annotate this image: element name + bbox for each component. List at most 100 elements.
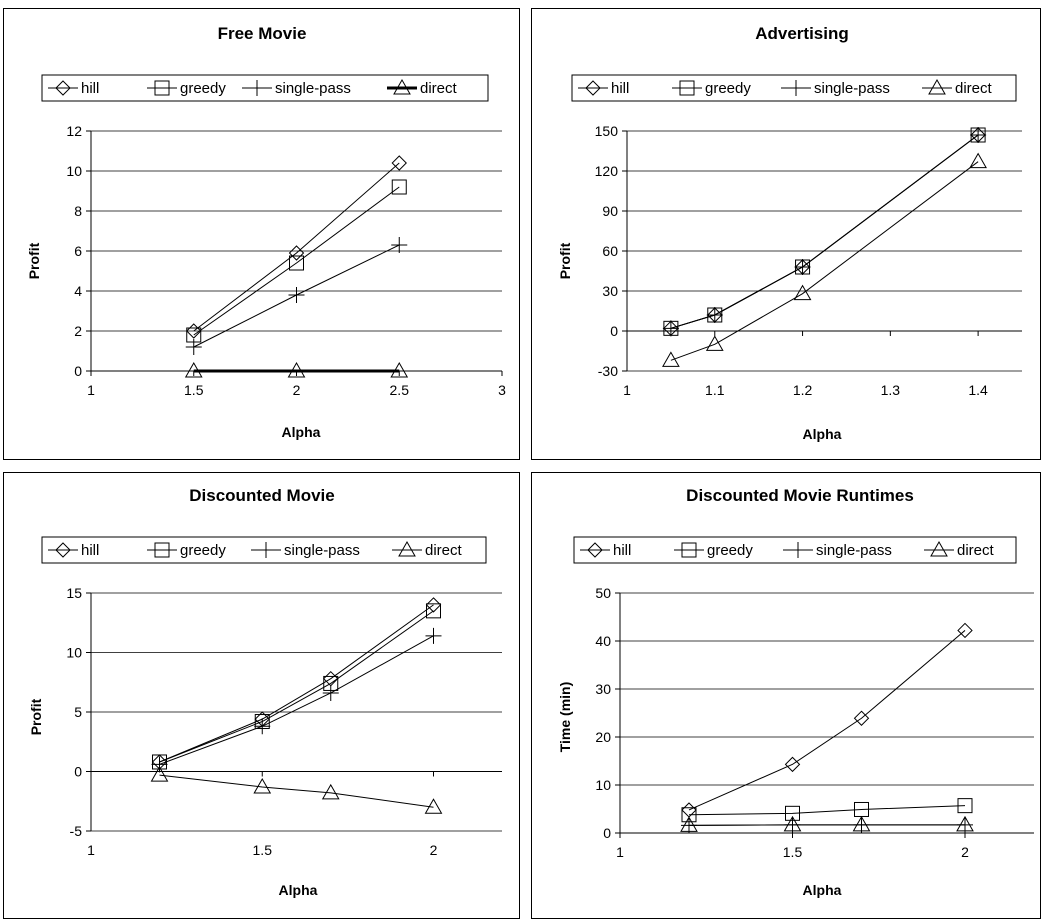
series-line: [670, 134, 979, 329]
y-tick-label: 15: [66, 585, 82, 601]
chart-title: Discounted Movie: [189, 486, 334, 505]
legend-marker: [154, 542, 170, 558]
data-point: [957, 622, 973, 639]
data-point: [424, 798, 443, 814]
series-line: [159, 774, 434, 808]
x-tick-label: 1: [623, 382, 631, 398]
data-point: [186, 323, 202, 339]
axes: -5 0 5 10 15 1 1.5 2: [66, 585, 502, 858]
y-tick-label: 0: [603, 825, 611, 841]
series-direct: [662, 152, 987, 367]
series-line: [670, 134, 979, 329]
x-tick-label: 1.3: [881, 382, 901, 398]
gridlines: [620, 592, 1034, 786]
x-axis-label: Alpha: [803, 882, 842, 898]
y-tick-label: -5: [70, 823, 83, 839]
data-point: [425, 597, 442, 613]
data-point: [390, 361, 409, 378]
legend: hill greedy single-pass direct: [41, 536, 487, 564]
legend-label: hill: [611, 80, 629, 97]
y-axis-label: Profit: [26, 242, 42, 279]
y-tick-label: 5: [74, 704, 82, 720]
data-point: [391, 155, 407, 171]
series-line: [193, 162, 400, 332]
y-tick-label: 0: [610, 323, 618, 339]
series-direct: [680, 815, 974, 832]
y-tick-label: 120: [595, 163, 619, 179]
series-line: [193, 186, 400, 336]
gridlines: [91, 592, 502, 832]
y-tick-label: 20: [595, 729, 611, 745]
series-line: [670, 134, 979, 329]
series-direct: [150, 766, 443, 814]
x-tick-label: 2.5: [390, 382, 410, 398]
data-point: [185, 339, 202, 355]
series-line: [688, 805, 966, 816]
data-point: [662, 320, 679, 337]
series-line: [688, 630, 966, 811]
series-greedy: [681, 798, 973, 823]
x-tick-label: 2: [430, 842, 438, 858]
chart-discounted-movie: Discounted Movie Alpha Profit -5 0 5 10 15 1 1…: [28, 486, 502, 898]
legend-marker: [258, 542, 274, 558]
y-tick-label: 10: [595, 777, 611, 793]
series-hill: [663, 127, 986, 337]
x-tick-label: 1.1: [705, 382, 725, 398]
x-tick-label: 1.2: [793, 382, 813, 398]
legend-label: hill: [81, 542, 99, 559]
legend-marker: [930, 540, 948, 557]
legend-label: direct: [425, 542, 463, 559]
chart-title: Discounted Movie Runtimes: [686, 486, 914, 505]
legend-marker: [679, 80, 695, 96]
data-point: [853, 710, 870, 726]
data-point: [321, 783, 340, 800]
y-tick-label: 60: [602, 243, 618, 259]
series-line: [159, 635, 434, 765]
data-point: [793, 284, 812, 301]
legend: hill greedy single-pass direct: [41, 74, 489, 102]
x-tick-label: 1.5: [184, 382, 204, 398]
axes: 0 2 4 6 8 10 12 1 1.5 2 2.5 3: [66, 123, 506, 398]
chart-title: Advertising: [755, 24, 849, 43]
data-point: [391, 237, 408, 253]
data-point: [705, 335, 724, 351]
series-single-pass: [185, 237, 408, 355]
data-point: [184, 361, 203, 378]
x-tick-label: 2: [293, 382, 301, 398]
data-point: [253, 777, 272, 794]
series-greedy: [663, 127, 986, 336]
series-line: [159, 604, 434, 763]
legend-label: single-pass: [816, 542, 892, 559]
y-axis-label: Profit: [557, 242, 573, 279]
data-point: [288, 287, 305, 303]
data-point: [322, 684, 339, 701]
y-tick-label: 40: [595, 633, 611, 649]
y-tick-label: 8: [74, 203, 82, 219]
series-line: [670, 161, 979, 361]
x-tick-label: 1: [87, 382, 95, 398]
legend-label: single-pass: [275, 80, 351, 97]
y-tick-label: 2: [74, 323, 82, 339]
y-tick-label: 90: [602, 203, 618, 219]
data-point: [956, 815, 974, 832]
series-greedy: [186, 179, 407, 343]
legend-label: hill: [81, 80, 99, 97]
legend-marker: [790, 542, 806, 558]
legend-marker: [154, 80, 170, 96]
legend-marker: [587, 542, 603, 558]
data-point: [150, 766, 169, 782]
y-axis-label: Profit: [28, 698, 44, 735]
data-point: [662, 351, 680, 367]
data-point: [969, 152, 987, 169]
legend-label: greedy: [707, 542, 753, 559]
data-point: [287, 361, 306, 378]
legend-marker: [928, 78, 946, 95]
series-single-pass: [151, 627, 442, 773]
x-tick-label: 1: [87, 842, 95, 858]
axes: -30 0 30 60 90 120 150 1 1.1 1.2 1.3 1.4: [595, 123, 1022, 398]
y-axis-label: Time (min): [557, 682, 573, 753]
x-axis-label: Alpha: [803, 426, 842, 442]
legend-label: hill: [613, 542, 631, 559]
chart-panel-discounted-movie-runtimes: Discounted Movie Runtimes Alpha Time (mi…: [531, 472, 1041, 919]
chart-free-movie: Free Movie Alpha Profit 0 2 4 6 8 10 12 1 1.5 2 2.…: [26, 24, 506, 440]
